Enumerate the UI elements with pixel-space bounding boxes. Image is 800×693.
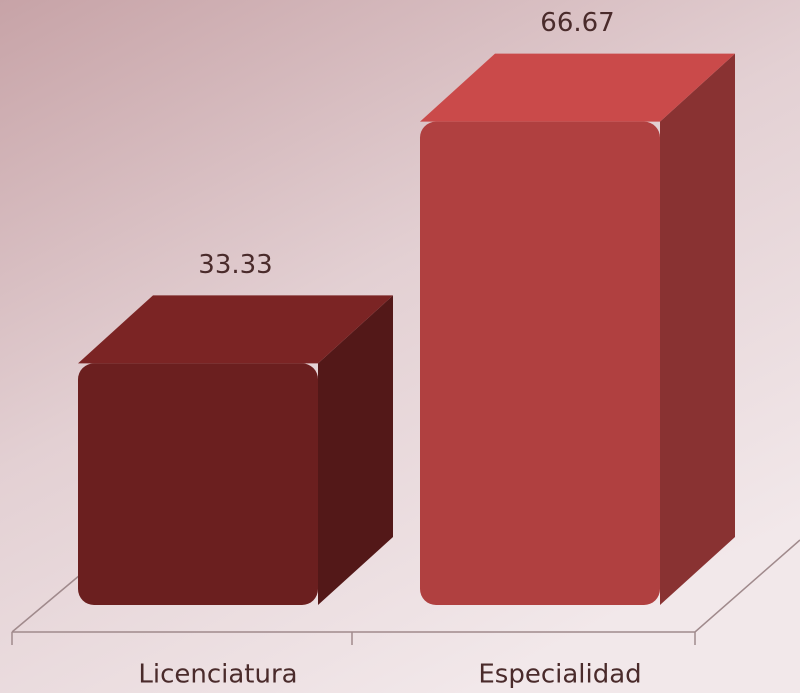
bar-side [318,295,393,605]
floor-left-edge [11,574,81,633]
bar-front [420,121,660,605]
x-tick-label: Licenciatura [138,660,297,690]
bar [78,295,393,605]
x-tick-label: Especialidad [478,660,641,690]
bar-top [420,53,735,122]
bar-side [660,53,735,605]
bar [420,53,735,605]
bar-front [78,363,318,605]
value-label: 33.33 [198,250,272,280]
floor [11,539,800,645]
value-label: 66.67 [540,8,614,38]
bar-top [78,295,393,364]
